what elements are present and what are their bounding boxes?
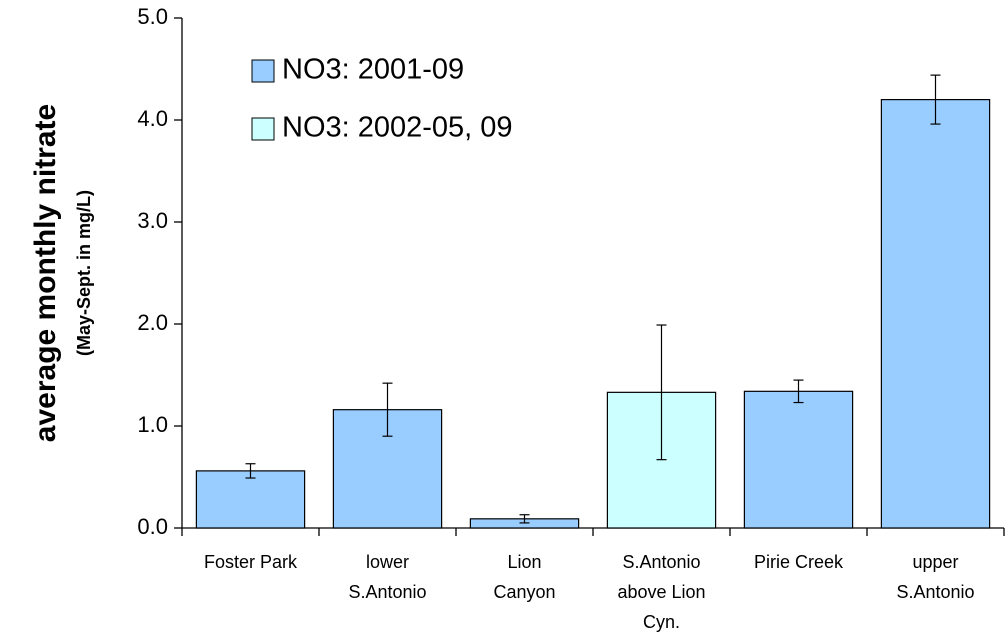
x-tick-label: Cyn. (643, 612, 680, 632)
error-bar (930, 74, 941, 125)
legend-swatch (251, 117, 275, 141)
y-axis-label: average monthly nitrate (29, 104, 62, 442)
y-tick-label: 5.0 (137, 4, 168, 29)
bar (880, 98, 991, 529)
error-bar (382, 382, 393, 437)
error-bar (519, 514, 530, 524)
x-tick-label: Canyon (493, 582, 555, 602)
y-tick-label: 2.0 (137, 310, 168, 335)
x-tick-label: S.Antonio (348, 582, 426, 602)
legend-swatch (251, 59, 275, 83)
x-tick-label: S.Antonio (896, 582, 974, 602)
x-tick-label: Foster Park (204, 552, 298, 572)
legend-label: NO3: 2002-05, 09 (282, 112, 513, 144)
x-tick-label: Pirie Creek (754, 552, 844, 572)
x-tick-label: S.Antonio (622, 552, 700, 572)
error-bar (245, 463, 256, 479)
bar (195, 470, 306, 529)
y-tick-label: 3.0 (137, 208, 168, 233)
y-axis-sublabel: (May-Sept. in mg/L) (74, 190, 94, 356)
x-tick-label: upper (912, 552, 958, 572)
error-bar (793, 379, 804, 404)
x-tick-label: above Lion (617, 582, 705, 602)
legend-label: NO3: 2001-09 (282, 54, 464, 86)
y-tick-label: 0.0 (137, 514, 168, 539)
x-tick-label: lower (366, 552, 409, 572)
y-tick-label: 4.0 (137, 106, 168, 131)
bar (743, 390, 854, 529)
y-tick-label: 1.0 (137, 412, 168, 437)
error-bar (656, 324, 667, 461)
x-tick-label: Lion (507, 552, 541, 572)
